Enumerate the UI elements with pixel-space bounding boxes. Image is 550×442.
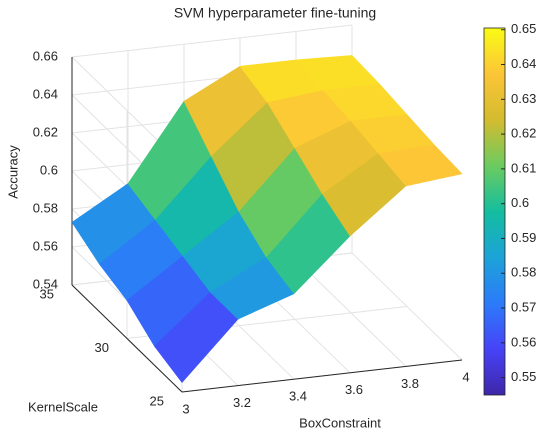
axis-line [181,359,463,393]
y-axis-label: KernelScale [28,399,98,414]
axis-line [71,284,183,393]
surface-patch [377,144,463,187]
z-tick-label: 0.64 [33,86,58,101]
colorbar-tick-label: 0.57 [511,299,536,314]
z-tick-label: 0.66 [33,48,58,63]
x-tick-label: 3.6 [345,382,363,397]
z-axis-label: Accuracy [5,145,20,199]
z-tick-label: 0.56 [33,238,58,253]
colorbar-tick-label: 0.62 [511,126,536,141]
colorbar-tick-label: 0.55 [511,369,536,384]
z-tick-label: 0.6 [40,162,58,177]
colorbar-tick-label: 0.59 [511,230,536,245]
x-axis-label: BoxConstraint [299,415,381,430]
chart-title: SVM hyperparameter fine-tuning [174,5,376,21]
colorbar-tick-label: 0.65 [511,21,536,36]
colorbar-tick-label: 0.61 [511,160,536,175]
colorbar-tick-label: 0.6 [511,195,529,210]
colorbar-tick-label: 0.58 [511,265,536,280]
y-tick-label: 35 [40,286,54,301]
x-tick-label: 3 [182,401,189,416]
y-tick-label: 30 [95,340,109,355]
z-tick-label: 0.54 [33,276,58,291]
colorbar [483,27,506,396]
colorbar-tick-label: 0.56 [511,334,536,349]
x-tick-label: 4 [462,369,469,384]
grid-line [71,24,353,58]
x-tick-label: 3.4 [289,389,307,404]
colorbar-tick-label: 0.64 [511,56,536,71]
x-tick-label: 3.8 [401,376,419,391]
z-tick-label: 0.62 [33,124,58,139]
x-tick-label: 3.2 [233,395,251,410]
y-tick-label: 25 [150,393,164,408]
colorbar-tick-label: 0.63 [511,91,536,106]
z-tick-label: 0.58 [33,200,58,215]
